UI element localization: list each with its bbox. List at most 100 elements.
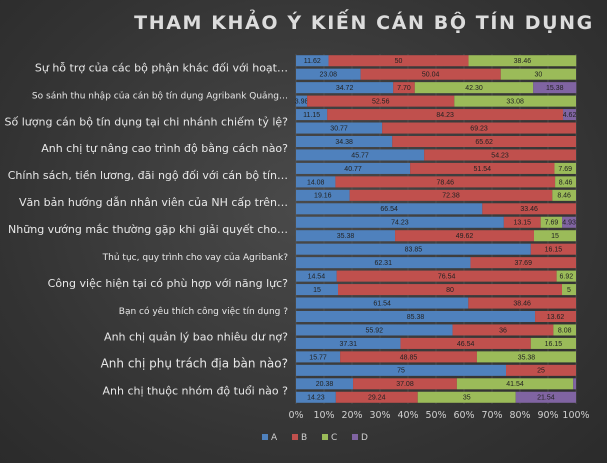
data-label: 6.92 <box>559 274 573 281</box>
data-label: 41.54 <box>506 381 524 388</box>
bar-segment-a <box>296 284 338 296</box>
data-label: 50 <box>395 58 403 65</box>
data-label: 62.31 <box>374 260 392 267</box>
bar-segment-a <box>296 122 383 134</box>
data-label: 66.54 <box>380 206 398 213</box>
bar-segment-b <box>535 310 576 323</box>
category-label: Anh chị phụ trách địa bàn nào? <box>101 357 288 371</box>
data-label: 55.92 <box>366 327 384 334</box>
legend-label: A <box>271 433 278 443</box>
data-label: 54.23 <box>491 152 509 159</box>
bar-segment-a <box>296 68 361 80</box>
category-label: Công việc hiện tại có phù hợp với năng l… <box>48 277 289 290</box>
data-label: 33.46 <box>520 206 538 213</box>
data-label: 15 <box>313 287 321 294</box>
data-label: 8.08 <box>558 327 572 334</box>
legend-label: B <box>301 433 307 443</box>
data-label: 74.23 <box>391 220 409 227</box>
data-label: 19.16 <box>314 193 332 200</box>
data-label: 85.38 <box>407 314 425 321</box>
bar-segment-a <box>296 216 504 228</box>
data-label: 14.23 <box>307 395 325 402</box>
data-label: 8.46 <box>559 179 573 186</box>
category-label: So sánh thu nhập của cán bộ tín dụng Agr… <box>32 90 288 101</box>
x-tick-label: 0% <box>288 410 303 421</box>
bar-segment-b <box>452 324 554 336</box>
bar-segment-a <box>296 324 453 336</box>
bar-segment-a <box>296 82 394 94</box>
bar-segment-b <box>340 351 477 363</box>
data-label: 84.23 <box>436 112 454 119</box>
data-label: 36 <box>499 327 507 334</box>
data-label: 40.77 <box>344 166 362 173</box>
data-label: 23.08 <box>320 72 338 79</box>
bar-segment-d <box>573 378 576 390</box>
data-label: 7.70 <box>397 85 411 92</box>
data-label: 83.85 <box>405 247 423 254</box>
bar-segment-b <box>468 297 576 309</box>
data-label: 21.54 <box>537 395 555 402</box>
x-tick-label: 70% <box>481 410 502 421</box>
bar-segment-a <box>296 95 308 107</box>
data-label: 75 <box>397 368 405 375</box>
data-label: 5 <box>567 287 571 294</box>
data-label: 61.54 <box>373 300 391 307</box>
bar-segment-b <box>349 189 553 201</box>
category-label: Anh chị thuộc nhóm độ tuổi nào ? <box>102 385 288 398</box>
bar-segment-b <box>327 109 564 121</box>
category-label: Anh chị quản lý bao nhiêu dư nợ? <box>104 331 288 344</box>
bar-segment-b <box>328 55 469 67</box>
bar-segment-b <box>424 149 576 161</box>
bar-segment-a <box>296 391 336 403</box>
bar-segment-a <box>296 230 396 242</box>
legend-swatch-d <box>352 434 358 440</box>
bar-segment-a <box>296 270 337 282</box>
data-label: 35.38 <box>337 233 355 240</box>
bar-segment-c <box>556 270 576 282</box>
bar-segment-b <box>392 135 576 148</box>
data-label: 30 <box>534 72 542 79</box>
bar-segment-b <box>336 270 557 282</box>
data-label: 38.46 <box>514 58 532 65</box>
data-label: 69.23 <box>470 125 488 132</box>
bar-segment-c <box>417 391 516 403</box>
category-label: Số lượng cán bộ tín dụng tại chi nhánh c… <box>5 115 289 128</box>
bar-segment-c <box>500 68 576 80</box>
data-label: 7.69 <box>558 166 572 173</box>
data-label: 38.46 <box>513 300 531 307</box>
bar-segment-a <box>296 109 328 121</box>
bar-segment-c <box>534 230 576 242</box>
x-tick-label: 60% <box>453 410 474 421</box>
data-label: 49.62 <box>456 233 474 240</box>
bar-segment-c <box>562 284 576 296</box>
bar-segment-c <box>552 189 576 201</box>
bar-segment-c <box>555 176 576 188</box>
data-label: 33.08 <box>506 99 524 106</box>
x-tick-label: 50% <box>425 410 446 421</box>
x-tick-label: 90% <box>537 410 558 421</box>
data-label: 52.56 <box>372 99 390 106</box>
data-label: 48.85 <box>400 354 418 361</box>
category-label: Anh chị tự nâng cao trình độ bằng cách n… <box>41 142 288 155</box>
bar-segment-a <box>296 310 536 323</box>
data-label: 11.62 <box>304 58 321 65</box>
x-tick-label: 40% <box>397 410 418 421</box>
data-label: 14.08 <box>307 179 325 186</box>
bar-segment-a <box>296 55 329 67</box>
data-label: 16.15 <box>545 247 563 254</box>
bars: 11.62 50 38.46 23.08 50.04 30 34.72 7.70 42.30 15… <box>295 55 577 403</box>
bar-segment-b <box>393 82 415 94</box>
bar-segment-a <box>296 378 354 390</box>
bar-segment-d <box>533 82 577 94</box>
data-label: 7.69 <box>545 220 559 227</box>
x-tick-label: 100% <box>562 410 589 421</box>
category-label: Sự hỗ trợ của các bộ phận khác đối với h… <box>35 61 288 74</box>
data-label: 30.77 <box>330 125 348 132</box>
data-label: 37.31 <box>339 341 357 348</box>
bar-segment-c <box>468 55 577 67</box>
data-label: 37.69 <box>514 260 532 267</box>
bar-segment-a <box>296 297 469 309</box>
category-label: Bạn có yêu thích công việc tín dụng ? <box>119 306 288 317</box>
data-label: 15 <box>551 233 559 240</box>
